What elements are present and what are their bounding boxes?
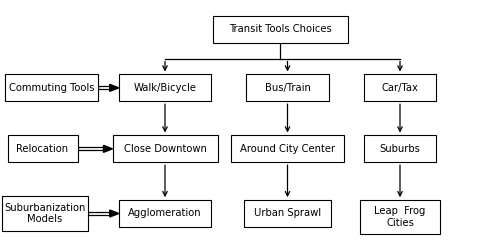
Text: Leap  Frog
Cities: Leap Frog Cities (374, 206, 426, 228)
FancyBboxPatch shape (364, 135, 436, 162)
FancyBboxPatch shape (231, 135, 344, 162)
Text: Suburbs: Suburbs (380, 144, 420, 154)
Text: Relocation: Relocation (16, 144, 68, 154)
FancyBboxPatch shape (119, 74, 211, 101)
Polygon shape (110, 84, 119, 91)
FancyBboxPatch shape (112, 135, 218, 162)
Polygon shape (110, 210, 119, 217)
Polygon shape (104, 145, 112, 152)
Text: Suburbanization
Models: Suburbanization Models (4, 203, 86, 224)
Text: Urban Sprawl: Urban Sprawl (254, 209, 321, 218)
FancyBboxPatch shape (364, 74, 436, 101)
Text: Close Downtown: Close Downtown (124, 144, 206, 154)
Text: Agglomeration: Agglomeration (128, 209, 202, 218)
Text: Car/Tax: Car/Tax (382, 83, 418, 93)
Text: Around City Center: Around City Center (240, 144, 335, 154)
FancyBboxPatch shape (5, 74, 98, 101)
FancyBboxPatch shape (2, 196, 87, 231)
FancyBboxPatch shape (8, 135, 78, 162)
Text: Walk/Bicycle: Walk/Bicycle (134, 83, 196, 93)
Text: Commuting Tools: Commuting Tools (9, 83, 94, 93)
FancyBboxPatch shape (212, 16, 348, 43)
Text: Transit Tools Choices: Transit Tools Choices (228, 24, 332, 34)
FancyBboxPatch shape (119, 200, 211, 227)
Text: Bus/Train: Bus/Train (264, 83, 310, 93)
FancyBboxPatch shape (244, 200, 331, 227)
FancyBboxPatch shape (360, 200, 440, 234)
FancyBboxPatch shape (246, 74, 329, 101)
